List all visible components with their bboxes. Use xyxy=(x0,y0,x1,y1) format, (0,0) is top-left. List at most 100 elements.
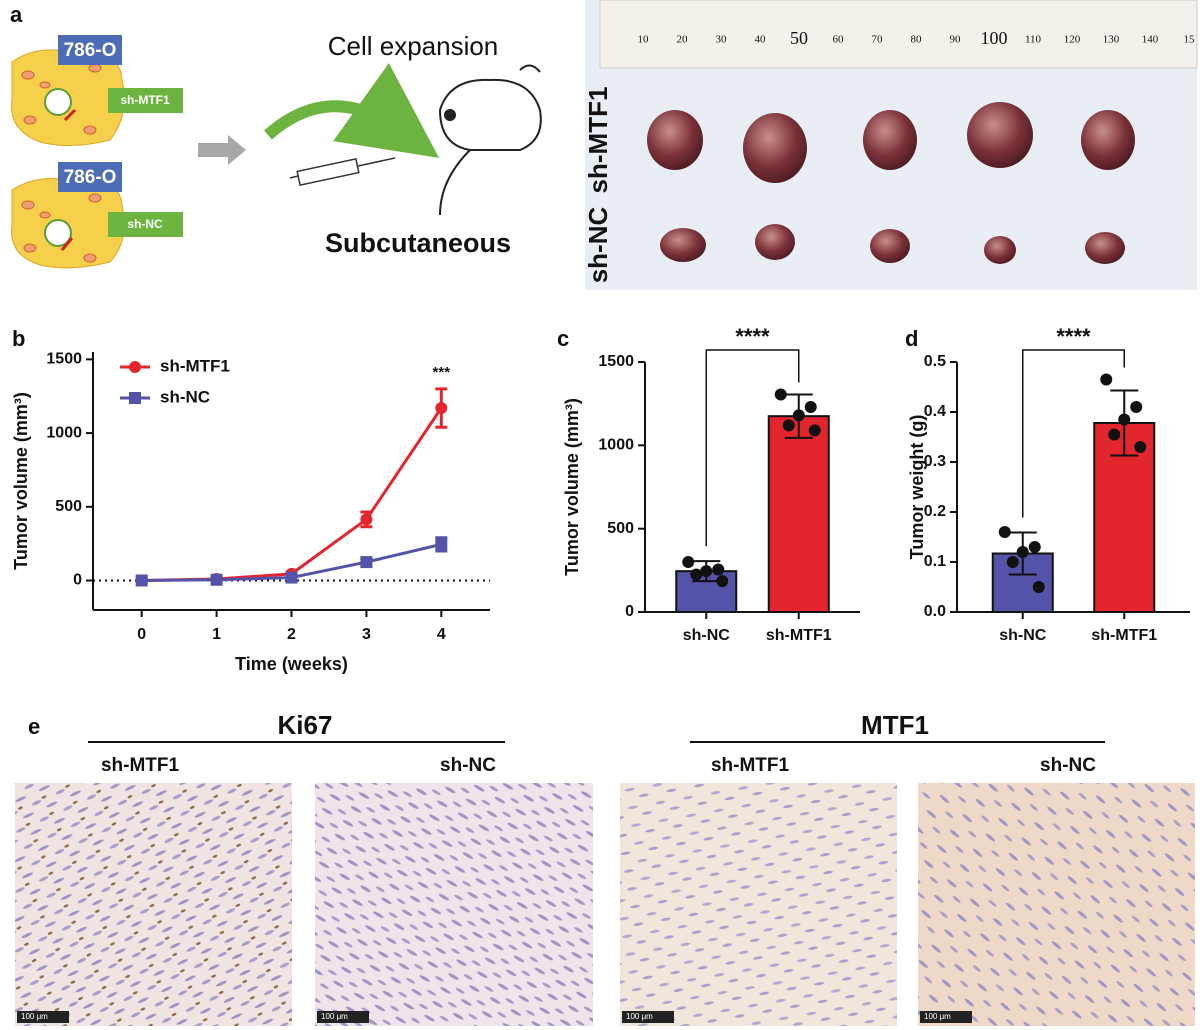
ruler-label: 70 xyxy=(872,34,884,46)
micrograph xyxy=(315,783,593,1026)
x-tick-label: sh-NC xyxy=(683,627,731,644)
scale-bar xyxy=(17,1011,69,1023)
y-tick-label: 1500 xyxy=(598,353,634,370)
data-point xyxy=(682,556,695,568)
y-tick-label: 0.1 xyxy=(924,553,946,570)
micrograph xyxy=(15,783,292,1026)
condition-label: sh-NC xyxy=(440,755,496,776)
cell xyxy=(44,219,72,247)
y-tick-label: 0.4 xyxy=(924,403,946,420)
cell-line: 786-O xyxy=(64,40,117,61)
bar xyxy=(767,415,830,613)
x-tick-label: sh-MTF1 xyxy=(766,627,832,644)
data-point xyxy=(700,565,713,578)
data-point xyxy=(782,419,795,432)
y-axis-label: Tumor weight (g) xyxy=(907,415,927,560)
data-point xyxy=(1006,556,1019,568)
y-tick-label: 0.0 xyxy=(924,603,946,620)
data-point xyxy=(1016,546,1029,558)
marker xyxy=(210,573,223,586)
data-point xyxy=(716,575,729,588)
scale-bar xyxy=(920,1011,972,1023)
data-point xyxy=(690,568,703,581)
tumors xyxy=(647,102,1135,264)
photo-row-label: sh-NC xyxy=(583,207,613,284)
x-tick-label: 3 xyxy=(362,626,371,643)
marker xyxy=(285,571,298,584)
panel-label: a xyxy=(10,2,23,27)
significance-bracket xyxy=(705,349,800,547)
stain-title: MTF1 xyxy=(861,710,929,740)
data-point xyxy=(712,563,725,576)
curved-arrow xyxy=(264,63,440,158)
x-tick-label: 1 xyxy=(212,626,221,643)
ruler-labels: 10 20 30 40 50 60 70 80 90 100 110 120 130 140 15 xyxy=(638,28,1196,48)
vector xyxy=(60,108,77,251)
ruler-label: 120 xyxy=(1064,34,1081,46)
panel-label: d xyxy=(905,326,918,351)
data-point xyxy=(1108,428,1121,441)
data-point xyxy=(1028,541,1041,553)
route-label: Subcutaneous xyxy=(325,228,511,258)
scale-bar xyxy=(317,1011,369,1023)
scale-bar xyxy=(622,1011,674,1023)
scale-bar-label: 100 μm xyxy=(626,1012,653,1021)
data-point xyxy=(774,388,787,401)
data-point xyxy=(792,409,805,422)
scale-bar-label: 100 μm xyxy=(924,1012,951,1021)
panel-label: b xyxy=(12,326,25,351)
construct: sh-MTF1 xyxy=(120,93,170,107)
ruler-label: 20 xyxy=(677,34,689,46)
ruler-label: 60 xyxy=(833,34,845,46)
data-point xyxy=(808,424,821,437)
x-tick-label: 2 xyxy=(287,626,296,643)
marker xyxy=(360,513,373,526)
data-point xyxy=(1032,581,1045,593)
legend-marker xyxy=(129,361,141,373)
condition-label: sh-MTF1 xyxy=(711,755,790,776)
construct-box xyxy=(108,212,183,237)
line-box xyxy=(58,35,122,65)
legend-label: sh-NC xyxy=(160,387,210,406)
y-tick-label: 0 xyxy=(625,603,634,620)
charts: b 0 500 1000 1500 Tumor volume (mm³) 0 1 2 3 4 Time… xyxy=(11,324,1190,674)
legend-marker xyxy=(129,392,141,404)
ruler-label: 10 xyxy=(638,34,650,46)
data-point xyxy=(1118,413,1131,426)
y-tick-label: 0.3 xyxy=(924,453,946,470)
significance-bracket xyxy=(1022,349,1125,518)
significance-label: **** xyxy=(735,324,770,349)
arrow xyxy=(198,135,246,165)
x-tick-label: sh-NC xyxy=(999,627,1047,644)
mouse xyxy=(438,64,542,216)
legend-label: sh-MTF1 xyxy=(160,356,230,375)
ruler-label: 90 xyxy=(950,34,962,46)
x-tick-label: sh-MTF1 xyxy=(1091,627,1157,644)
micrograph xyxy=(620,783,897,1026)
data-point xyxy=(998,526,1011,538)
y-tick-label: 500 xyxy=(607,520,634,537)
ruler-label: 140 xyxy=(1142,34,1159,46)
condition-label: sh-MTF1 xyxy=(101,755,180,776)
x-axis-label: Time (weeks) xyxy=(235,654,348,674)
marker xyxy=(360,556,373,569)
ruler-label: 100 xyxy=(981,28,1008,48)
data-point xyxy=(1130,401,1143,413)
condition-label: sh-NC xyxy=(1040,755,1096,776)
stain-title: Ki67 xyxy=(278,710,333,740)
y-tick-label: 1000 xyxy=(598,437,634,454)
x-tick-label: 4 xyxy=(437,626,446,643)
panel-label: e xyxy=(28,714,40,739)
syringe xyxy=(289,157,396,186)
cell-line: 786-O xyxy=(64,167,117,188)
panel-e: e Ki67 sh-MTF1 sh-NC MTF1 sh-MTF1 sh-NC … xyxy=(15,710,1195,1026)
significance-label: **** xyxy=(1056,324,1091,349)
ruler-label: 130 xyxy=(1103,34,1120,46)
marker xyxy=(435,538,448,551)
y-tick-label: 1000 xyxy=(46,424,82,441)
construct: sh-NC xyxy=(127,217,163,231)
y-tick-label: 0.5 xyxy=(924,353,946,370)
step-label: Cell expansion xyxy=(328,31,499,61)
ruler-label: 15 xyxy=(1184,34,1196,46)
